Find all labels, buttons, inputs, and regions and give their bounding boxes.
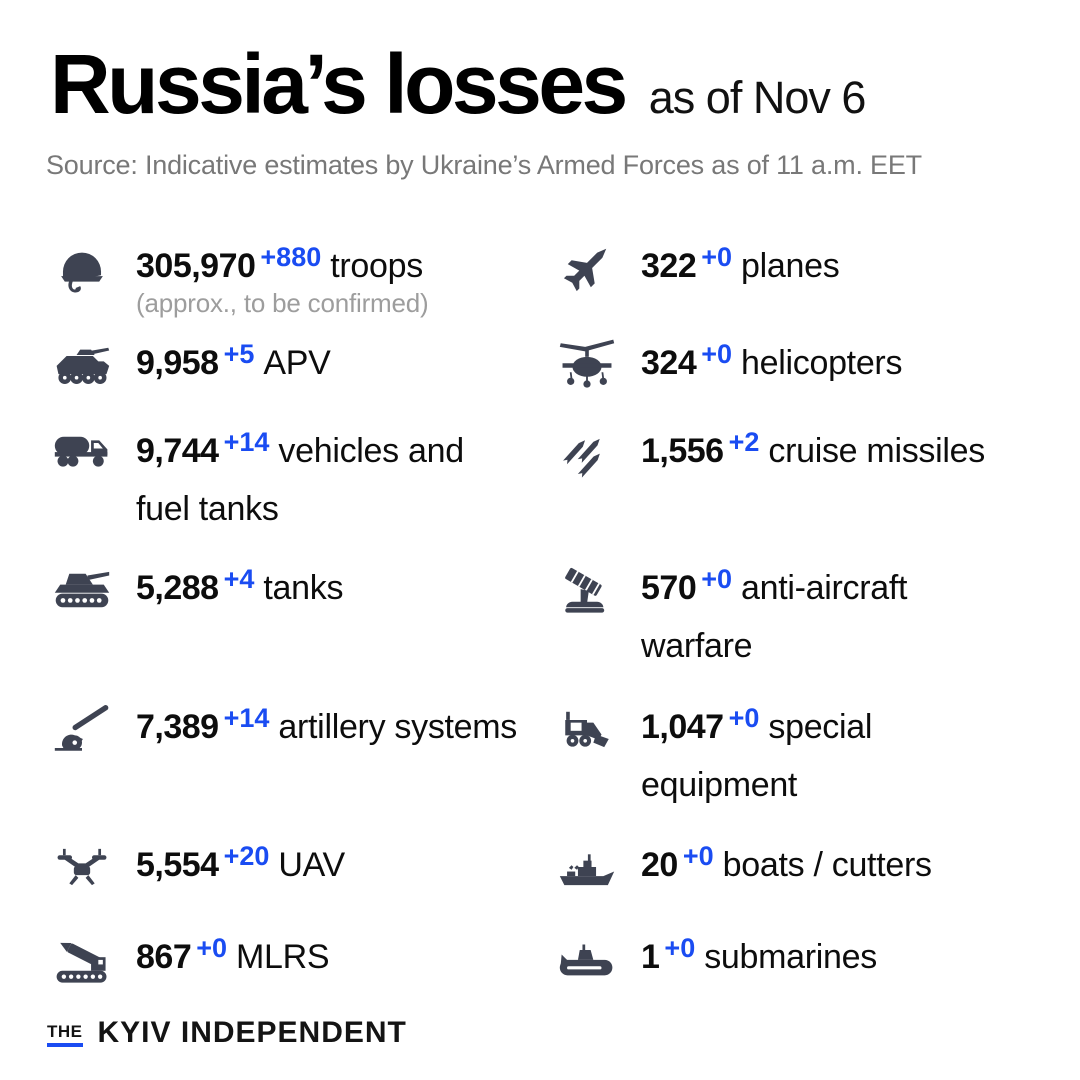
stat-value: 1,047: [641, 708, 724, 746]
stat-value: 20: [641, 846, 678, 884]
stat-text: 9,958 +5 APV: [136, 335, 331, 393]
stat-text: 570 +0 anti-aircraft warfare: [641, 560, 991, 674]
header: Russia’s losses as of Nov 6: [50, 37, 877, 131]
stat-artillery: 7,389 +14 artillery systems: [50, 699, 555, 837]
title-row: Russia’s losses as of Nov 6: [50, 37, 877, 131]
stat-delta: +14: [223, 427, 270, 457]
helmet-icon: [50, 238, 114, 298]
stat-label: submarines: [704, 938, 877, 976]
stat-label: planes: [741, 247, 840, 285]
stat-label: tanks: [263, 569, 344, 607]
stat-delta: +0: [682, 841, 714, 871]
anti-aircraft-icon: [555, 560, 619, 620]
stat-submarine: 1 +0 submarines: [555, 929, 1035, 989]
apv-icon: [50, 335, 114, 395]
stat-value: 570: [641, 569, 697, 607]
stat-label: APV: [263, 344, 331, 382]
date-highlight: Nov 6: [749, 72, 877, 128]
fuel-truck-icon: [50, 423, 114, 483]
tank-icon: [50, 560, 114, 620]
stat-value: 305,970: [136, 247, 256, 285]
stat-value: 867: [136, 938, 192, 976]
stat-helicopter: 324 +0 helicopters: [555, 335, 1035, 423]
stat-delta: +0: [701, 339, 733, 369]
helicopter-icon: [555, 335, 619, 395]
stat-delta: +0: [701, 564, 733, 594]
source-line: Source: Indicative estimates by Ukraine’…: [46, 150, 922, 180]
stat-jet: 322 +0 planes: [555, 238, 1035, 335]
stat-value: 322: [641, 247, 697, 285]
artillery-icon: [50, 699, 114, 759]
stat-delta: +2: [728, 427, 760, 457]
stat-special-equipment: 1,047 +0 special equipment: [555, 699, 1035, 837]
stat-label: MLRS: [236, 938, 330, 976]
jet-icon: [555, 238, 619, 298]
stat-delta: +0: [664, 933, 696, 963]
logo-the: THE: [47, 1023, 83, 1047]
stat-text: 322 +0 planes: [641, 238, 840, 296]
stat-text: 5,554 +20 UAV: [136, 837, 345, 895]
stat-delta: +0: [728, 703, 760, 733]
stat-value: 324: [641, 344, 697, 382]
stat-value: 1,556: [641, 432, 724, 470]
subtitle-prefix: as of: [648, 72, 743, 123]
stat-text: 1 +0 submarines: [641, 929, 877, 987]
stat-fuel-truck: 9,744 +14 vehicles and fuel tanks: [50, 423, 555, 560]
stat-helmet: 305,970 +880 troops (approx., to be confir…: [50, 238, 555, 335]
stat-label: artillery systems: [278, 708, 518, 746]
stats-grid: 305,970 +880 troops (approx., to be confir…: [50, 238, 1040, 989]
stat-delta: +4: [223, 564, 255, 594]
special-equipment-icon: [555, 699, 619, 759]
stat-label: troops: [330, 247, 423, 285]
mlrs-icon: [50, 929, 114, 989]
stat-value: 5,554: [136, 846, 219, 884]
stat-boat: 20 +0 boats / cutters: [555, 837, 1035, 929]
stat-text: 7,389 +14 artillery systems: [136, 699, 517, 757]
stat-value: 5,288: [136, 569, 219, 607]
stat-tank: 5,288 +4 tanks: [50, 560, 555, 699]
stat-value: 7,389: [136, 708, 219, 746]
stat-label: UAV: [278, 846, 345, 884]
stat-delta: +880: [260, 242, 322, 272]
stat-text: 867 +0 MLRS: [136, 929, 330, 987]
uav-icon: [50, 837, 114, 897]
stat-apv: 9,958 +5 APV: [50, 335, 555, 423]
stat-label: vehicles and fuel tanks: [136, 432, 464, 528]
subtitle: as of Nov 6: [648, 72, 877, 128]
stat-text: 1,047 +0 special equipment: [641, 699, 991, 813]
stat-uav: 5,554 +20 UAV: [50, 837, 555, 929]
stat-cruise-missile: 1,556 +2 cruise missiles: [555, 423, 1035, 560]
stat-text: 5,288 +4 tanks: [136, 560, 343, 618]
logo-name: KYIV INDEPENDENT: [97, 1016, 407, 1049]
stat-text: 20 +0 boats / cutters: [641, 837, 932, 895]
page-title: Russia’s losses: [50, 37, 628, 131]
stat-label: anti-aircraft warfare: [641, 569, 908, 665]
stat-delta: +14: [223, 703, 270, 733]
stat-mlrs: 867 +0 MLRS: [50, 929, 555, 989]
stat-anti-aircraft: 570 +0 anti-aircraft warfare: [555, 560, 1035, 699]
cruise-missile-icon: [555, 423, 619, 483]
stat-text: 9,744 +14 vehicles and fuel tanks: [136, 423, 521, 537]
stat-label: special equipment: [641, 708, 873, 804]
stat-label: cruise missiles: [768, 432, 985, 470]
publisher-logo: THE KYIV INDEPENDENT: [47, 1018, 407, 1048]
stat-delta: +0: [196, 933, 228, 963]
stat-delta: +5: [223, 339, 255, 369]
boat-icon: [555, 837, 619, 897]
stat-value: 9,958: [136, 344, 219, 382]
stat-value: 9,744: [136, 432, 219, 470]
stat-delta: +0: [701, 242, 733, 272]
stat-label: helicopters: [741, 344, 903, 382]
stat-text: 305,970 +880 troops (approx., to be confir…: [136, 238, 429, 319]
stat-text: 1,556 +2 cruise missiles: [641, 423, 985, 481]
submarine-icon: [555, 929, 619, 989]
stat-delta: +20: [223, 841, 270, 871]
stat-value: 1: [641, 938, 660, 976]
stat-text: 324 +0 helicopters: [641, 335, 902, 393]
stat-note: (approx., to be confirmed): [136, 288, 429, 318]
stat-label: boats / cutters: [722, 846, 932, 884]
